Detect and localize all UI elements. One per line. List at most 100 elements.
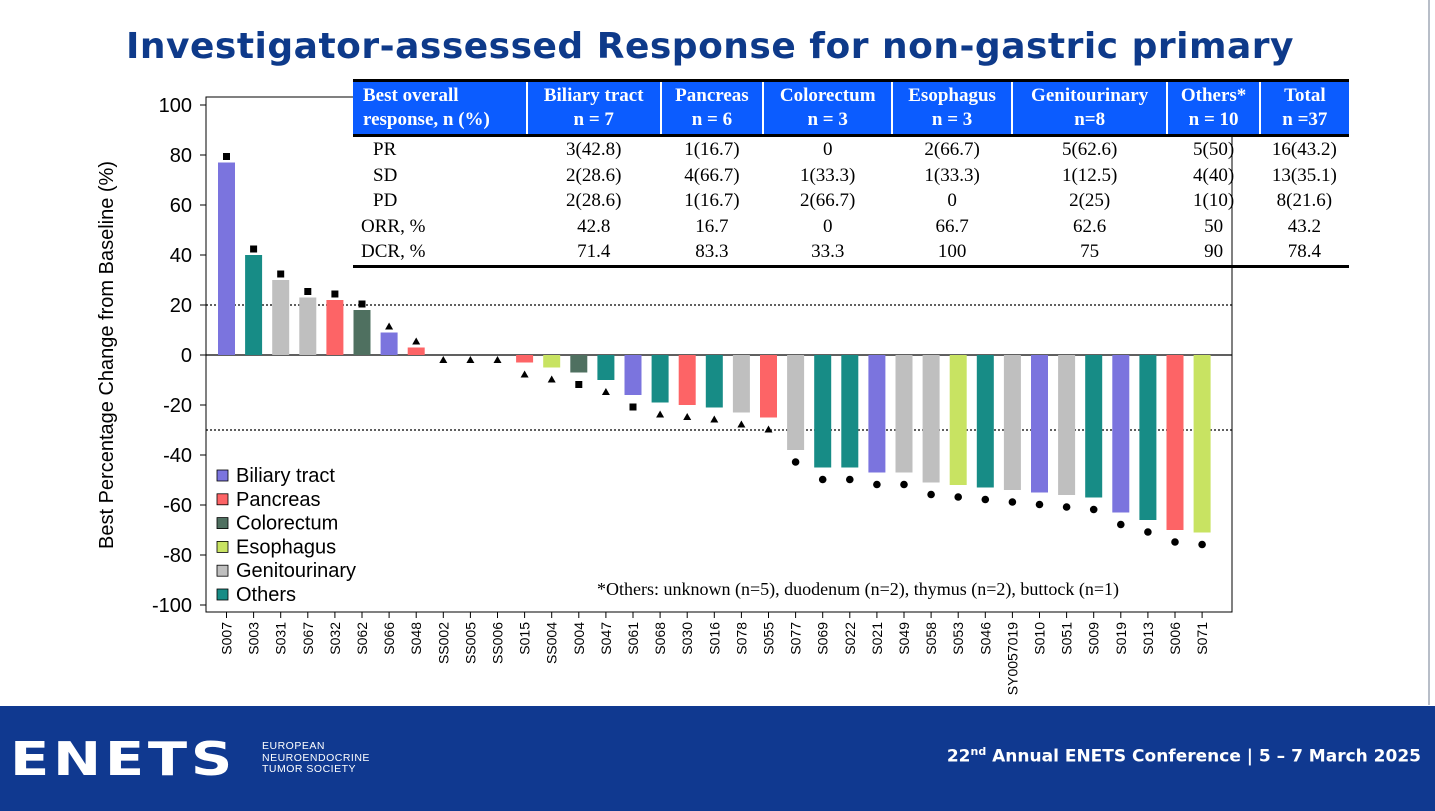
circle-marker bbox=[1198, 540, 1206, 549]
table-body: PR 3(42.8) 1(16.7) 0 2(66.7) 5(62.6) 5(50) 16(4… bbox=[353, 136, 1349, 266]
triangle-marker bbox=[547, 375, 556, 383]
x-tick-label: S021 bbox=[869, 622, 885, 655]
x-tick-label: S009 bbox=[1086, 622, 1102, 655]
x-tick-label: S016 bbox=[706, 622, 722, 655]
table-cell: 71.4 bbox=[577, 241, 611, 262]
table-cell: 66.7 bbox=[935, 215, 969, 237]
x-tick-label: S019 bbox=[1113, 622, 1129, 655]
square-marker bbox=[250, 245, 258, 253]
y-tick-label: 80 bbox=[170, 145, 192, 167]
circle-marker bbox=[1035, 500, 1044, 509]
triangle-marker bbox=[412, 337, 421, 345]
table-cell: 0 bbox=[822, 139, 833, 160]
table-cell: 16.7 bbox=[695, 215, 729, 237]
table-cell: 2(28.6) bbox=[566, 164, 622, 186]
legend-swatch bbox=[216, 541, 229, 553]
bar bbox=[1193, 355, 1211, 533]
table-cell: 1(33.3) bbox=[799, 164, 856, 186]
x-tick-label: S015 bbox=[517, 622, 533, 655]
header-line-1: Genitourinary bbox=[1031, 85, 1149, 106]
bar bbox=[976, 355, 994, 488]
x-tick-label: S058 bbox=[923, 622, 939, 655]
header-line-2: n=8 bbox=[1074, 109, 1106, 130]
table-cell: 2(66.7) bbox=[924, 139, 980, 160]
bar bbox=[245, 255, 263, 355]
x-tick-label: S078 bbox=[733, 622, 749, 655]
bar bbox=[624, 355, 642, 395]
society-line-3: TUMOR SOCIETY bbox=[262, 763, 357, 775]
square-marker bbox=[629, 403, 637, 411]
circle-marker bbox=[1062, 503, 1071, 511]
waterfall-chart: 100 80 60 40 20 0 -20 -40 -60 -80 -100 S007 S003 S031… bbox=[96, 95, 1233, 695]
table-cell: 0 bbox=[822, 215, 833, 237]
table-header-3: Colorectum n = 3 bbox=[762, 80, 893, 136]
table-cell: 1(16.7) bbox=[684, 190, 740, 211]
x-tick-label: S068 bbox=[652, 622, 668, 655]
table-cell: 2(28.6) bbox=[566, 190, 622, 211]
square-marker bbox=[277, 270, 285, 278]
legend-label: Biliary tract bbox=[236, 465, 335, 487]
bar bbox=[272, 280, 290, 355]
triangle-marker bbox=[710, 415, 719, 423]
table-cell: 13(35.1) bbox=[1271, 164, 1337, 186]
table-header-1: Biliary tract n = 7 bbox=[525, 80, 661, 136]
circle-marker bbox=[1089, 505, 1098, 514]
circle-marker bbox=[1144, 528, 1152, 536]
bar bbox=[353, 310, 371, 355]
x-tick-label: S061 bbox=[625, 622, 641, 655]
header-line-2: n = 6 bbox=[691, 109, 733, 130]
table-cell: 1(12.5) bbox=[1061, 164, 1118, 186]
circle-marker bbox=[791, 458, 800, 466]
x-tick-label: SS005 bbox=[462, 622, 478, 664]
x-tick-label: S071 bbox=[1194, 622, 1210, 655]
header-line-1: Others* bbox=[1180, 85, 1247, 106]
response-table: Best overall response, n (%) Biliary tract… bbox=[353, 79, 1349, 268]
table-cell: 2(66.7) bbox=[799, 190, 856, 211]
legend-label: Genitourinary bbox=[236, 560, 356, 582]
triangle-marker bbox=[601, 388, 610, 395]
square-marker bbox=[304, 288, 312, 295]
right-divider bbox=[1428, 0, 1430, 705]
row-label: PD bbox=[373, 190, 398, 211]
triangle-marker bbox=[385, 322, 394, 330]
x-tick-label: SS004 bbox=[544, 622, 560, 664]
circle-marker bbox=[981, 495, 990, 504]
header-line-2: n =37 bbox=[1282, 109, 1328, 130]
y-tick-label: -40 bbox=[163, 445, 192, 467]
table-header-4: Esophagus n = 3 bbox=[891, 80, 1012, 136]
x-tick-label: S066 bbox=[381, 622, 397, 655]
bar bbox=[1112, 355, 1130, 513]
legend-swatch bbox=[216, 493, 229, 506]
table-cell: 1(16.7) bbox=[684, 139, 740, 160]
circle-marker bbox=[1117, 520, 1125, 529]
x-tick-label: S077 bbox=[788, 622, 804, 655]
x-tick-label: SS002 bbox=[435, 622, 451, 664]
bar bbox=[678, 355, 696, 405]
table-header-2: Pancreas n = 6 bbox=[659, 80, 764, 136]
legend-label: Pancreas bbox=[236, 489, 321, 511]
row-label: ORR, % bbox=[361, 215, 426, 237]
x-tick-label: S006 bbox=[1167, 622, 1183, 655]
table-row: PD 2(28.6) 1(16.7) 2(66.7) 0 2(25) 1(10) 8(21.6… bbox=[353, 188, 1349, 214]
bar bbox=[814, 355, 832, 468]
x-tick-label: S022 bbox=[842, 622, 858, 655]
x-tick-label: S003 bbox=[246, 622, 262, 655]
table-header-row: Best overall response, n (%) Biliary tract… bbox=[353, 80, 1349, 136]
x-tick-label: S032 bbox=[327, 622, 343, 655]
row-label: PR bbox=[373, 139, 397, 160]
header-line-2: n = 3 bbox=[807, 109, 848, 130]
footer-bar bbox=[0, 706, 1435, 811]
legend-label: Esophagus bbox=[236, 536, 336, 558]
society-name: EUROPEAN NEUROENDOCRINE TUMOR SOCIETY bbox=[262, 740, 370, 776]
bar bbox=[407, 347, 425, 355]
table-cell: 42.8 bbox=[577, 215, 611, 237]
bar bbox=[1166, 355, 1184, 530]
x-tick-label: S013 bbox=[1140, 622, 1156, 655]
header-line-2: n = 3 bbox=[931, 109, 973, 130]
bar bbox=[543, 355, 561, 368]
header-line-1: Pancreas bbox=[675, 85, 749, 106]
header-line-2: n = 10 bbox=[1188, 109, 1239, 130]
x-tick-label: S055 bbox=[761, 622, 777, 655]
others-footnote: *Others: unknown (n=5), duodenum (n=2), … bbox=[597, 579, 1119, 600]
y-axis-label: Best Percentage Change from Baseline (%) bbox=[96, 161, 118, 549]
